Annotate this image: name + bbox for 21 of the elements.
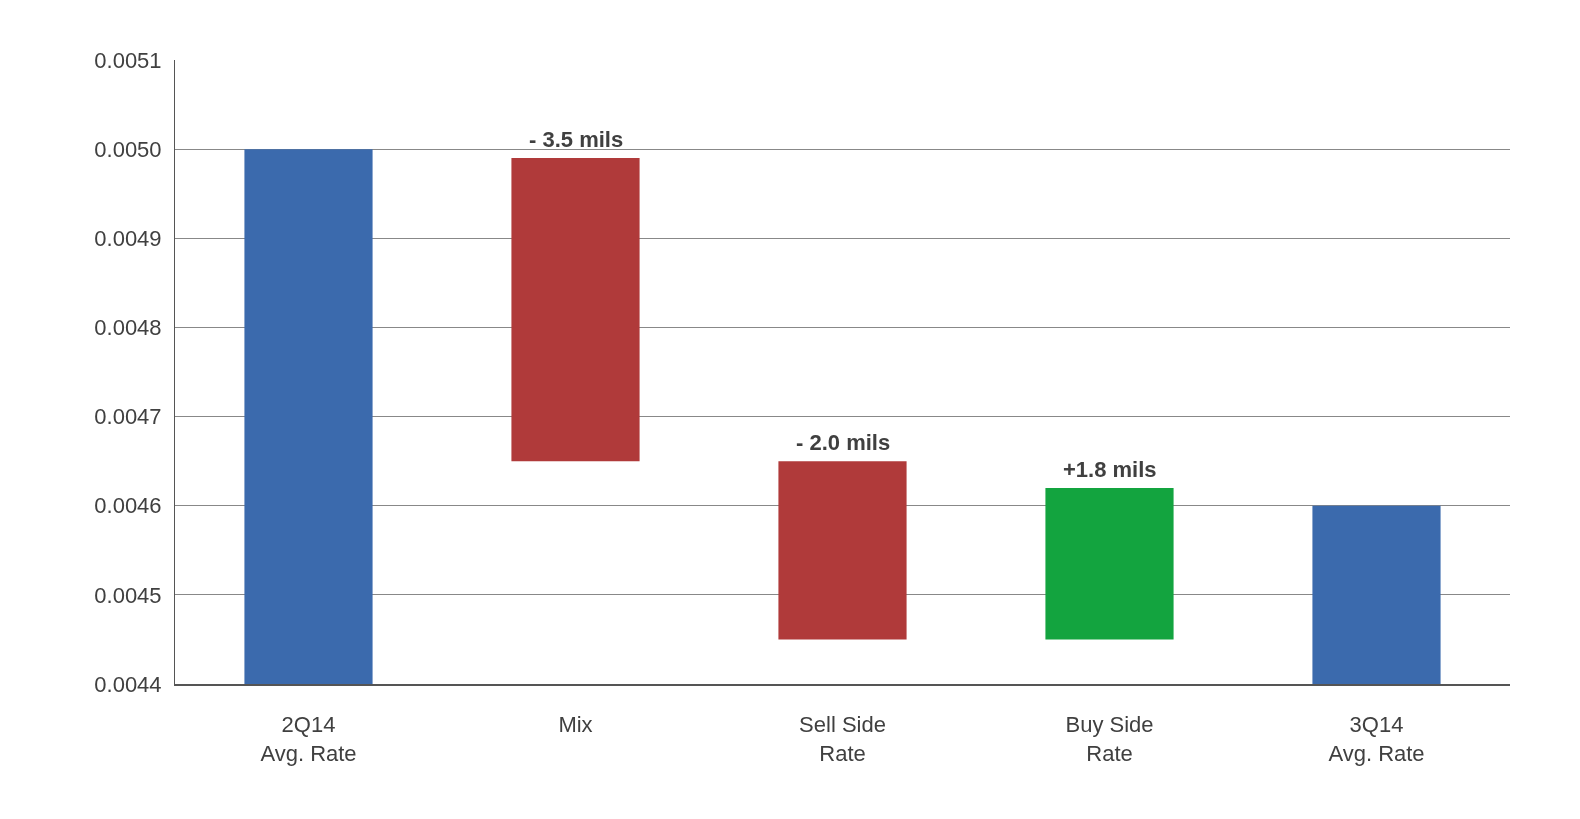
y-tick-label: 0.0045: [94, 582, 162, 608]
annotation: +1.8 mils: [1063, 457, 1157, 482]
bar: [511, 158, 640, 462]
x-tick-label: Mix: [558, 712, 593, 738]
bar: [1312, 505, 1441, 684]
y-tick-label: 0.0049: [94, 225, 162, 251]
annotation: - 2.0 mils: [796, 430, 891, 455]
y-tick-label: 0.0047: [94, 404, 162, 430]
y-tick-label: 0.0048: [94, 315, 162, 341]
bar: [244, 149, 373, 684]
bar: [778, 461, 907, 640]
y-tick-label: 0.0051: [94, 47, 162, 73]
y-tick-label: 0.0044: [94, 671, 162, 697]
y-tick-label: 0.0050: [94, 136, 162, 162]
x-tick-label: Sell Side Rate: [799, 712, 886, 766]
y-tick-label: 0.0046: [94, 493, 162, 519]
x-tick-label: Buy Side Rate: [1065, 712, 1154, 766]
x-tick-label: 2Q14 Avg. Rate: [260, 712, 357, 766]
annotation: - 3.5 mils: [529, 127, 624, 152]
x-tick-label: 3Q14 Avg. Rate: [1328, 712, 1425, 766]
bar: [1045, 487, 1174, 640]
